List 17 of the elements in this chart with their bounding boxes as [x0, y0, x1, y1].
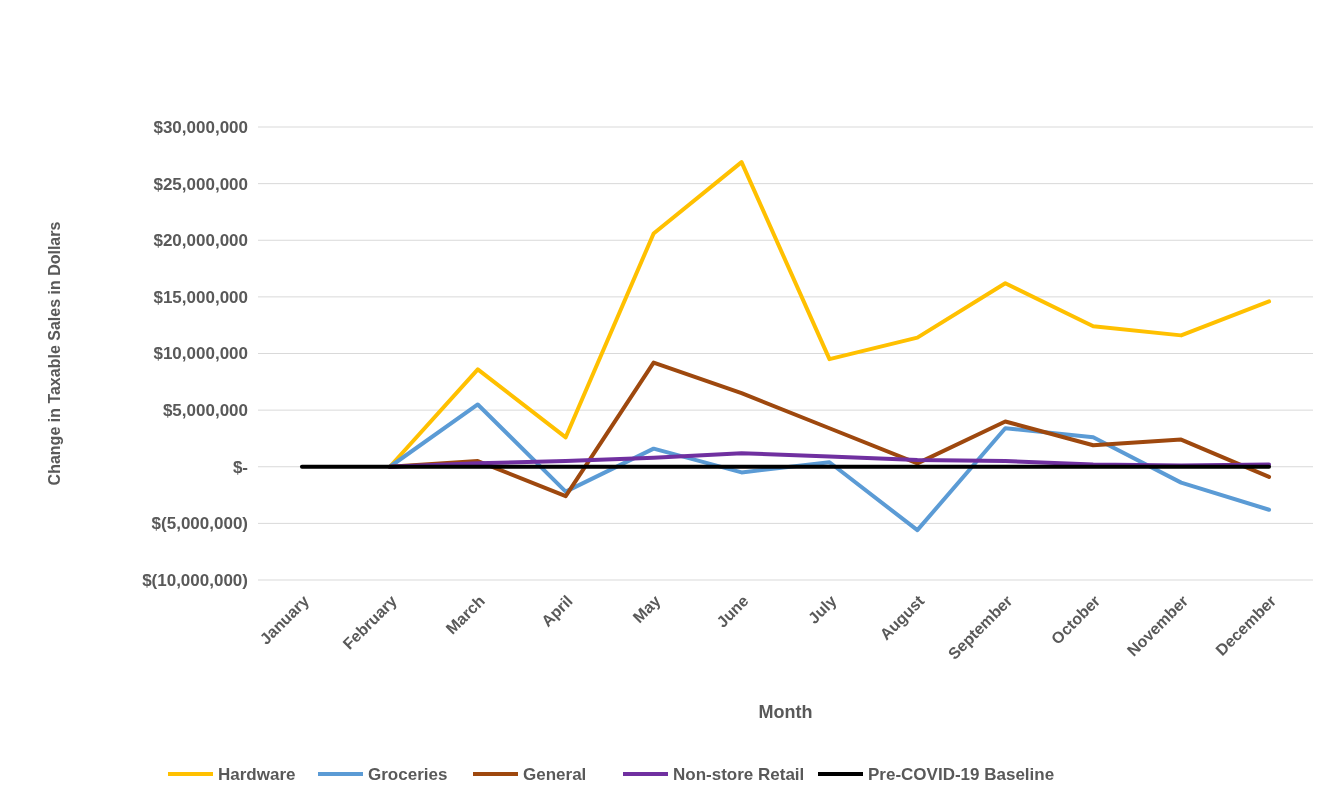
y-tick-label: $30,000,000: [153, 117, 248, 137]
y-tick-label: $10,000,000: [153, 344, 248, 364]
y-tick-label: $20,000,000: [153, 231, 248, 251]
x-axis-title: Month: [758, 702, 813, 722]
y-tick-label: $15,000,000: [153, 287, 248, 307]
y-axis-title: Change in Taxable Sales in Dollars: [46, 221, 63, 486]
legend-label: Non-store Retail: [673, 764, 805, 784]
x-tick-label: May: [629, 592, 664, 627]
y-tick-label: $-: [232, 457, 248, 477]
legend-label: General: [523, 764, 587, 784]
y-tick-label: $5,000,000: [162, 401, 248, 421]
y-tick-label: $(10,000,000): [142, 570, 248, 590]
y-tick-label: $25,000,000: [153, 174, 248, 194]
legend-label: Hardware: [218, 764, 296, 784]
legend-label: Groceries: [368, 764, 448, 784]
legend-label: Pre-COVID-19 Baseline: [868, 764, 1055, 784]
y-tick-label: $(5,000,000): [151, 514, 248, 534]
